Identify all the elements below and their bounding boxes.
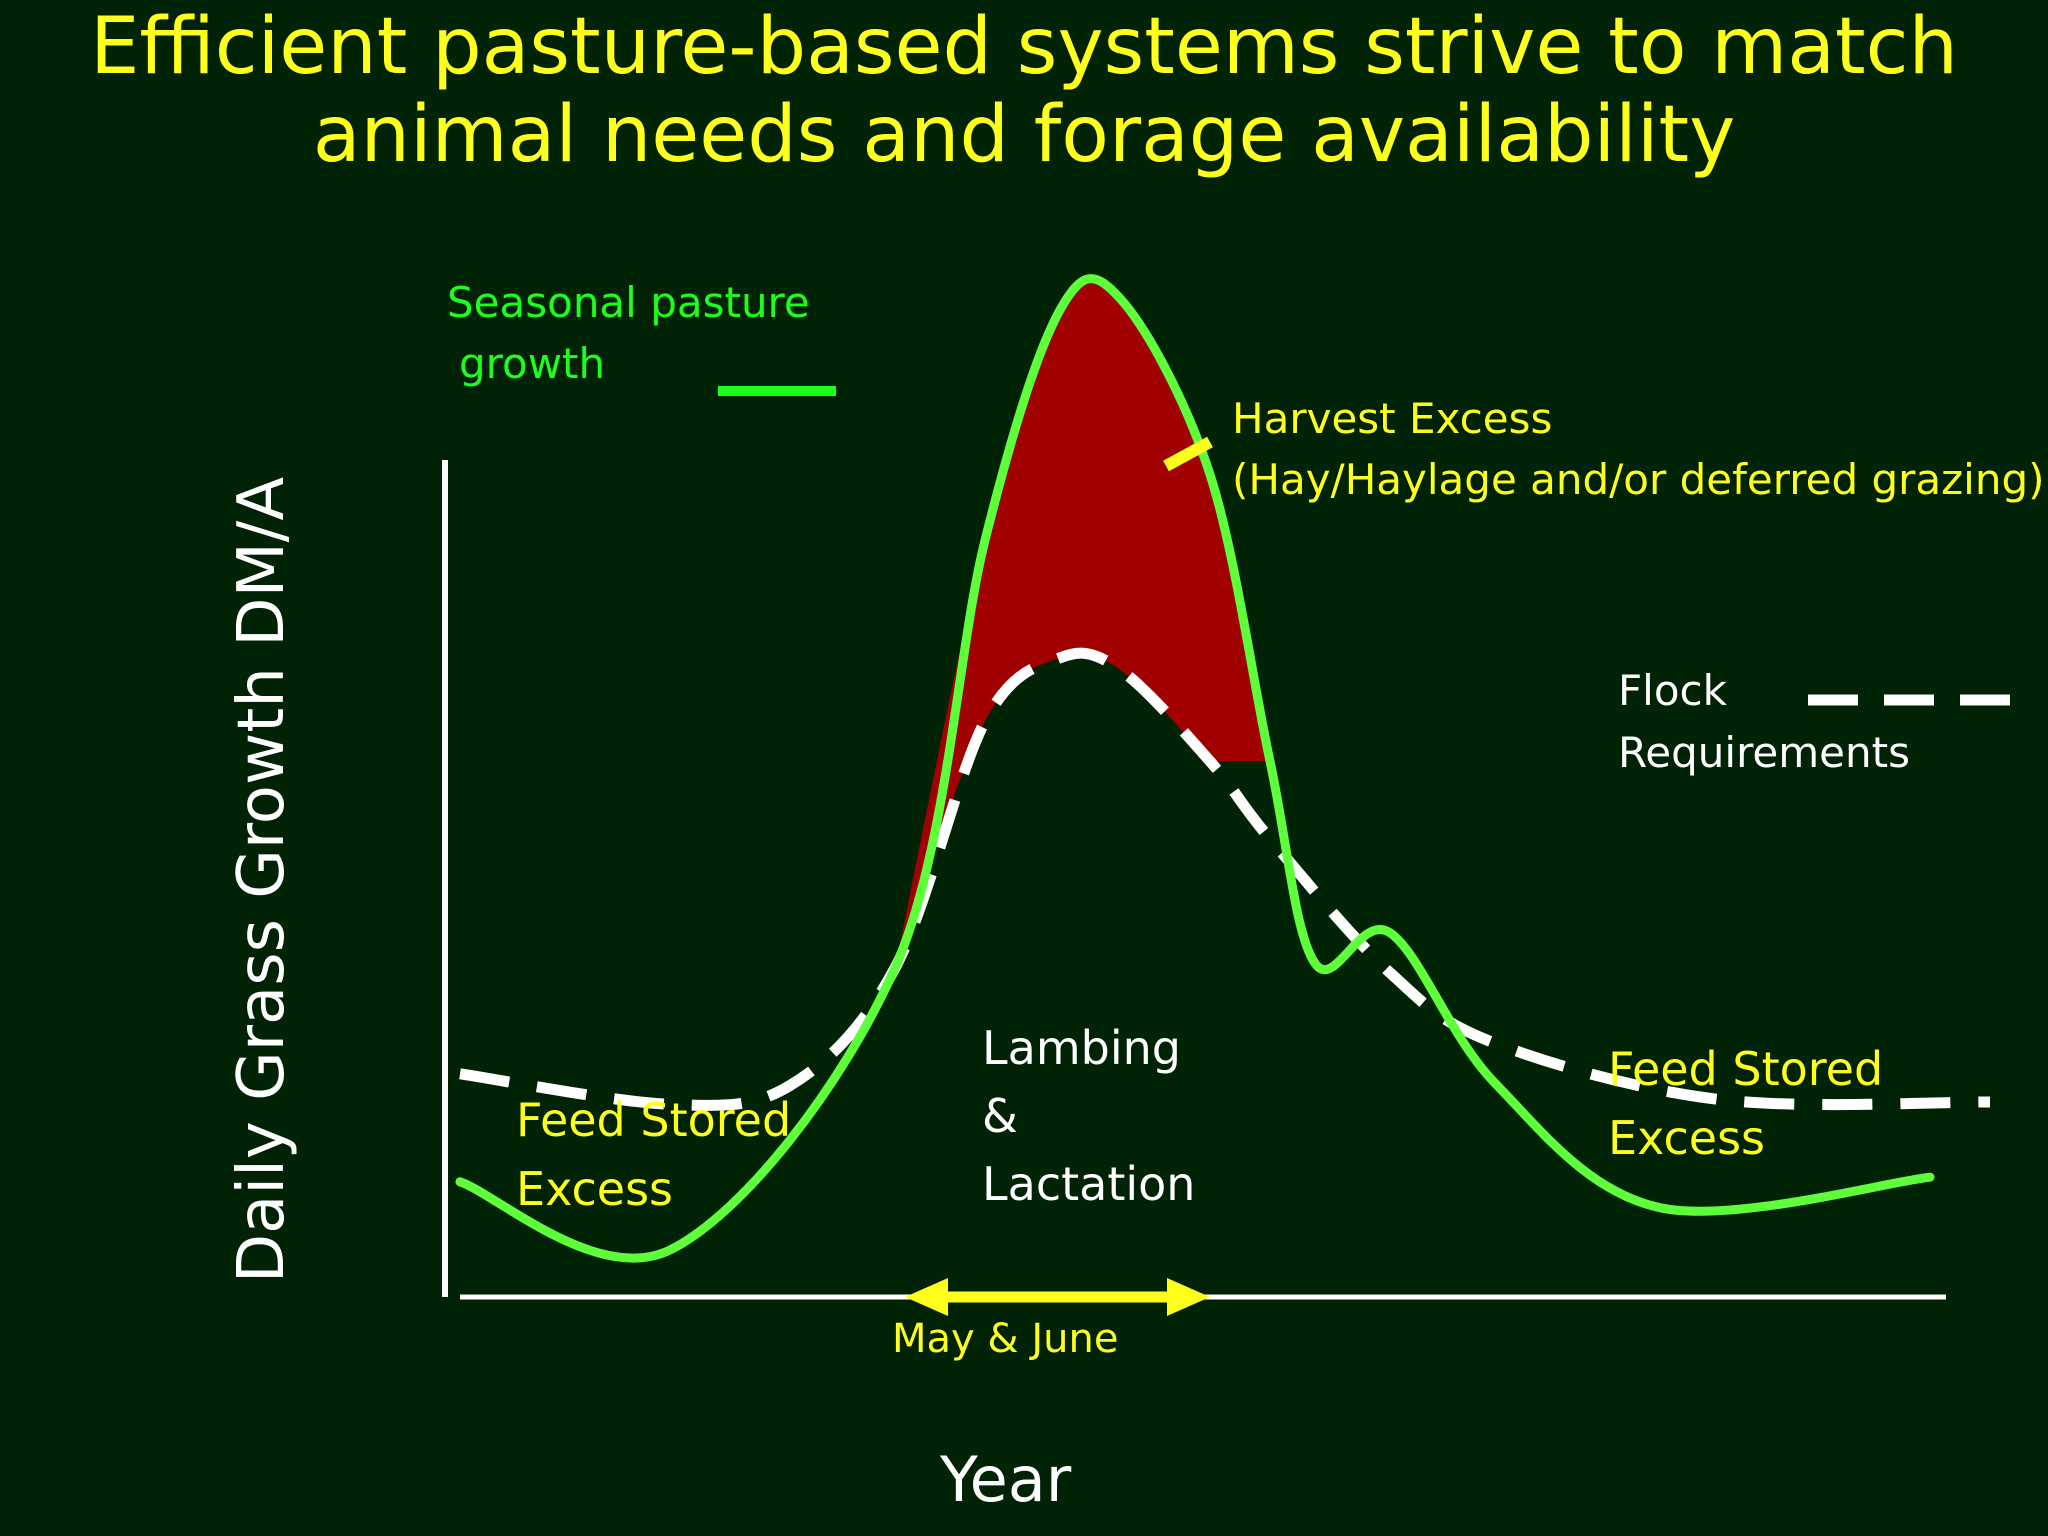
lambing-line-1: Lambing bbox=[982, 1021, 1181, 1075]
title-line-2: animal needs and forage availability bbox=[312, 90, 1736, 180]
legend-flock-line-2: Requirements bbox=[1618, 728, 1910, 777]
annotation-lambing-lactation: Lambing & Lactation bbox=[982, 1014, 1195, 1218]
may-june-arrow bbox=[905, 1278, 1210, 1316]
legend-label-flock: Flock Requirements bbox=[1618, 660, 1910, 784]
annotation-feed-stored-right: Feed Stored Excess bbox=[1608, 1035, 1883, 1173]
feed-left-line-1: Feed Stored bbox=[516, 1093, 792, 1147]
title-line-1: Efficient pasture-based systems strive t… bbox=[90, 2, 1958, 92]
harvest-line-2: (Hay/Haylage and/or deferred grazing) bbox=[1232, 455, 2045, 504]
legend-pasture-line-1: Seasonal pasture bbox=[447, 278, 810, 327]
annotation-harvest-excess: Harvest Excess (Hay/Haylage and/or defer… bbox=[1232, 388, 2045, 510]
lambing-line-3: Lactation bbox=[982, 1157, 1196, 1211]
x-axis-label: Year bbox=[940, 1443, 1072, 1516]
chart-title: Efficient pasture-based systems strive t… bbox=[0, 3, 2048, 179]
feed-left-line-2: Excess bbox=[516, 1162, 674, 1216]
lambing-line-2: & bbox=[982, 1089, 1018, 1143]
harvest-excess-pointer bbox=[1163, 436, 1213, 472]
series-flock-requirements bbox=[459, 647, 1991, 1111]
annotation-may-june: May & June bbox=[892, 1316, 1119, 1362]
series-seasonal-pasture-growth bbox=[455, 274, 1935, 1263]
annotation-feed-stored-left: Feed Stored Excess bbox=[516, 1086, 791, 1224]
legend-label-pasture: Seasonal pasture growth bbox=[447, 272, 810, 394]
legend-pasture-line-2: growth bbox=[459, 339, 606, 388]
harvest-line-1: Harvest Excess bbox=[1232, 394, 1553, 443]
feed-right-line-1: Feed Stored bbox=[1608, 1042, 1884, 1096]
harvest-excess-area bbox=[895, 278, 1270, 968]
feed-right-line-2: Excess bbox=[1608, 1111, 1766, 1165]
y-axis-label: Daily Grass Growth DM/A bbox=[225, 476, 299, 1284]
legend-flock-line-1: Flock bbox=[1618, 666, 1727, 715]
